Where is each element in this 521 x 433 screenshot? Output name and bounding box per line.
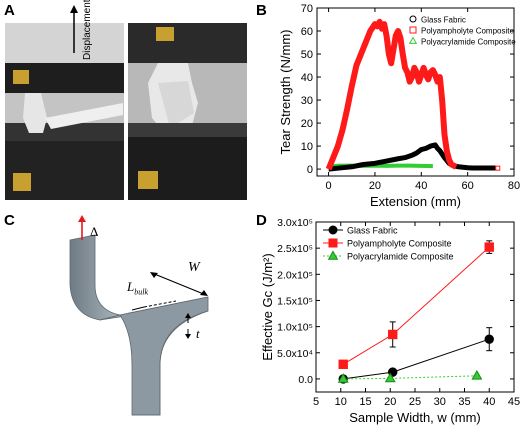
y-tick-label-b: 20 <box>301 118 313 130</box>
legend-label-d: Glass Fabric <box>347 226 398 236</box>
series-triangle-d <box>337 369 483 383</box>
x-tick-label-d: 30 <box>434 396 446 408</box>
legend-label-b: Polyampholyte Composite <box>421 27 514 36</box>
legend-marker-d <box>328 225 338 235</box>
data-point-d <box>337 373 349 383</box>
legend-marker-d <box>327 250 339 260</box>
legend-marker-b <box>408 36 418 44</box>
series-circle-d <box>338 327 494 384</box>
x-tick-label-d: 40 <box>483 396 495 408</box>
displacement-label: Displacement <box>82 0 93 60</box>
y-tick-label-b: 30 <box>301 95 313 107</box>
data-point-d <box>388 367 398 377</box>
panel-b-letter: B <box>256 2 267 19</box>
y-tick-label-b: 40 <box>301 72 313 84</box>
x-tick-label-d: 20 <box>384 396 396 408</box>
data-point-d <box>388 329 398 340</box>
series-line-b <box>328 163 433 169</box>
data-point-d <box>484 242 494 252</box>
legend-label-b: Polyacrylamide Composite <box>421 38 516 47</box>
series-triangle-b <box>328 163 433 169</box>
y-tick-label-b: 50 <box>301 49 313 61</box>
x-tick-label-d: 45 <box>508 396 520 408</box>
y-tick-label-d: 2.0x10⁵ <box>277 269 313 281</box>
x-tick-label-b: 60 <box>462 180 474 192</box>
legend-marker-b <box>409 26 417 34</box>
data-point-d <box>471 369 483 380</box>
series-line-b <box>328 142 496 172</box>
x-tick-label-d: 25 <box>409 396 421 408</box>
data-point-d <box>384 372 396 383</box>
end-marker-b <box>495 165 501 171</box>
series-line-d <box>342 246 490 365</box>
series-square-d <box>338 240 494 369</box>
x-tick-label-d: 10 <box>335 396 347 408</box>
y-axis-label-b: Tear Strength (N/mm) <box>278 30 293 155</box>
series-line-d <box>343 375 477 380</box>
y-tick-label-d: 0.0 <box>298 374 313 386</box>
panel-a-letter: A <box>4 2 15 19</box>
legend-label-b: Glass Fabric <box>421 16 466 25</box>
y-tick-label-b: 60 <box>301 26 313 38</box>
series-line-b <box>325 18 458 171</box>
y-tick-label-d: 1.0x10⁵ <box>277 322 313 334</box>
x-tick-label-d: 5 <box>313 396 319 408</box>
thickness-label: t <box>196 326 200 341</box>
delta-label: Δ <box>90 224 99 239</box>
tear-schematic <box>69 215 209 416</box>
y-tick-label-b: 10 <box>301 141 313 153</box>
displacement-arrow <box>70 5 78 53</box>
plot-frame-b <box>316 7 515 177</box>
width-label: W <box>188 260 200 275</box>
legend-marker-b <box>409 15 417 23</box>
legend-label-d: Polyampholyte Composite <box>347 239 452 249</box>
x-tick-label-b: 20 <box>369 180 381 192</box>
series-square-b <box>325 18 458 171</box>
panel-d-letter: D <box>256 212 267 229</box>
legend-marker-d <box>328 238 338 248</box>
x-axis-label-b: Extension (mm) <box>370 194 461 209</box>
data-point-d <box>484 334 494 344</box>
x-tick-label-b: 80 <box>508 180 520 192</box>
y-tick-label-d: 3.0x10⁵ <box>277 217 313 229</box>
y-tick-label-d: 5.0x10⁴ <box>277 348 313 360</box>
legend-label-d: Polyacrylamide Composite <box>347 252 454 262</box>
x-tick-label-d: 15 <box>359 396 371 408</box>
y-axis-label-d: Effective Gc (J/m²) <box>260 253 275 360</box>
l-bulk-label: Lbulk <box>127 279 149 297</box>
data-point-d <box>338 359 348 369</box>
series-line-d <box>343 338 490 380</box>
photo-right <box>128 23 247 200</box>
data-point-d <box>338 374 348 384</box>
x-tick-label-b: 40 <box>415 180 427 192</box>
y-tick-label-d: 1.5x10⁵ <box>277 295 313 307</box>
photo-left <box>5 23 124 200</box>
panel-c-letter: C <box>4 212 15 229</box>
y-tick-label-d: 2.5x10⁵ <box>277 243 313 255</box>
x-tick-label-b: 0 <box>326 180 332 192</box>
x-axis-label-d: Sample Width, w (mm) <box>349 410 480 425</box>
plot-frame-d <box>315 221 515 393</box>
y-tick-label-b: 0 <box>307 164 313 176</box>
y-tick-label-b: 70 <box>301 3 313 15</box>
series-circle-b <box>328 142 496 172</box>
x-tick-label-d: 35 <box>458 396 470 408</box>
